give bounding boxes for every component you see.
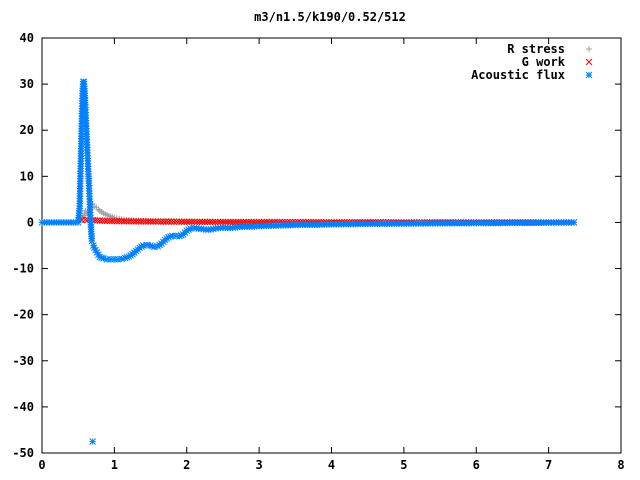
data-point bbox=[115, 217, 123, 225]
x-tick-label: 1 bbox=[111, 458, 118, 472]
x-tick-label: 7 bbox=[545, 458, 552, 472]
data-point bbox=[137, 218, 145, 225]
y-tick-label: -20 bbox=[12, 308, 34, 322]
x-tick-label: 5 bbox=[400, 458, 407, 472]
legend-marker bbox=[586, 46, 592, 52]
data-point bbox=[157, 218, 165, 225]
data-point bbox=[127, 217, 135, 225]
data-point bbox=[130, 217, 138, 225]
data-point bbox=[125, 217, 133, 225]
y-tick-label: 40 bbox=[20, 31, 34, 45]
data-point bbox=[150, 243, 158, 251]
x-tick-label: 6 bbox=[473, 458, 480, 472]
data-point bbox=[170, 218, 178, 226]
x-axis: 0 1 2 3 4 5 6 7 8 bbox=[38, 38, 625, 472]
series-acoustic-flux bbox=[38, 78, 578, 445]
data-point bbox=[162, 218, 170, 225]
data-point bbox=[185, 218, 193, 226]
data-point bbox=[149, 218, 157, 225]
x-tick-label: 4 bbox=[328, 458, 335, 472]
data-point bbox=[183, 218, 191, 226]
x-tick-label: 8 bbox=[617, 458, 624, 472]
data-point bbox=[570, 219, 578, 226]
data-point bbox=[111, 217, 118, 225]
data-point bbox=[147, 218, 154, 225]
y-tick-label: -40 bbox=[12, 400, 34, 414]
data-point bbox=[214, 218, 222, 226]
data-point bbox=[120, 217, 128, 225]
data-point bbox=[209, 218, 216, 226]
data-point bbox=[219, 218, 227, 226]
y-tick-label: 10 bbox=[20, 169, 34, 183]
y-tick-label: 30 bbox=[20, 77, 34, 91]
data-point bbox=[142, 218, 150, 225]
y-tick-label: -10 bbox=[12, 262, 34, 276]
data-point bbox=[191, 218, 198, 226]
data-point bbox=[173, 218, 180, 226]
y-tick-label: 20 bbox=[20, 123, 34, 137]
data-point bbox=[118, 217, 125, 225]
data-point bbox=[222, 218, 229, 226]
data-point bbox=[139, 218, 147, 225]
data-point bbox=[180, 218, 188, 226]
chart-title: m3/n1.5/k190/0.52/512 bbox=[254, 10, 406, 24]
data-point bbox=[144, 218, 152, 225]
y-axis: 40 30 20 10 0 -10 -20 -30 -40 -50 bbox=[12, 31, 621, 460]
legend-marker bbox=[585, 58, 593, 66]
x-tick-label: 2 bbox=[183, 458, 190, 472]
data-point bbox=[227, 218, 235, 226]
data-point bbox=[211, 218, 219, 226]
data-point bbox=[88, 237, 96, 245]
data-point bbox=[132, 218, 140, 225]
data-point bbox=[201, 218, 209, 226]
data-point bbox=[167, 218, 175, 226]
data-point bbox=[204, 218, 211, 226]
data-points bbox=[38, 78, 578, 445]
data-point bbox=[224, 218, 232, 226]
data-point bbox=[229, 218, 237, 226]
plot-area bbox=[41, 37, 622, 454]
data-point bbox=[123, 217, 130, 225]
legend-label: R stress bbox=[507, 42, 565, 56]
data-point bbox=[235, 218, 242, 226]
y-tick-label: -50 bbox=[12, 446, 34, 460]
data-point bbox=[152, 218, 160, 225]
data-point bbox=[175, 218, 183, 226]
data-point bbox=[232, 218, 240, 226]
data-point bbox=[135, 218, 142, 225]
data-point bbox=[160, 218, 167, 225]
data-point bbox=[113, 217, 121, 225]
legend-label: Acoustic flux bbox=[471, 68, 565, 82]
data-point bbox=[165, 218, 173, 225]
y-tick-label: -30 bbox=[12, 354, 34, 368]
data-point bbox=[89, 438, 97, 445]
data-point bbox=[196, 218, 204, 226]
legend-marker bbox=[585, 71, 593, 79]
data-point bbox=[178, 218, 185, 226]
data-point bbox=[193, 218, 201, 226]
data-point bbox=[108, 217, 116, 225]
data-point bbox=[95, 206, 102, 213]
data-point bbox=[188, 218, 196, 226]
x-tick-label: 3 bbox=[256, 458, 263, 472]
y-tick-label: 0 bbox=[27, 215, 34, 229]
data-point bbox=[206, 218, 214, 226]
x-tick-label: 0 bbox=[38, 458, 45, 472]
legend-label: G work bbox=[522, 55, 566, 69]
data-point bbox=[154, 218, 162, 225]
data-point bbox=[198, 218, 206, 226]
data-point bbox=[216, 218, 224, 226]
